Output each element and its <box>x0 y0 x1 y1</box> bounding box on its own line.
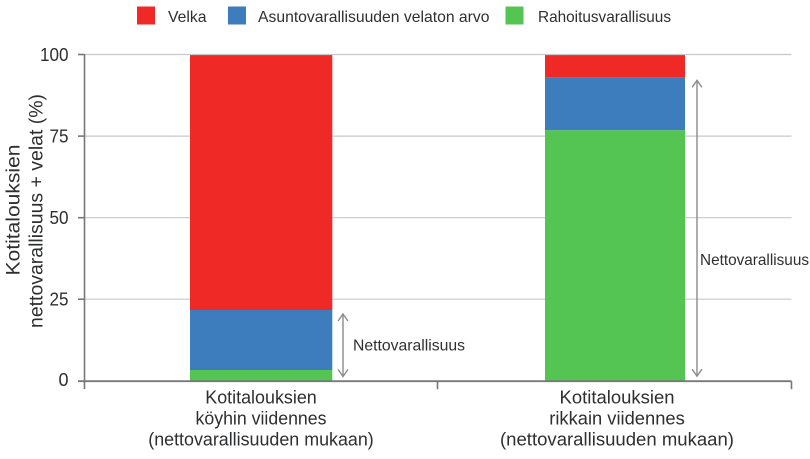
svg-text:25: 25 <box>50 290 69 310</box>
svg-text:(nettovarallisuuden mukaan): (nettovarallisuuden mukaan) <box>148 430 374 450</box>
svg-text:Kotitalouksien: Kotitalouksien <box>4 145 25 276</box>
svg-text:Velka: Velka <box>168 9 207 26</box>
svg-text:nettovarallisuus + velat (%): nettovarallisuus + velat (%) <box>27 94 48 328</box>
svg-text:50: 50 <box>50 208 69 228</box>
svg-text:Kotitalouksien: Kotitalouksien <box>560 387 675 407</box>
svg-text:rikkain viidennes: rikkain viidennes <box>549 409 685 429</box>
svg-text:Asuntovarallisuuden velaton ar: Asuntovarallisuuden velaton arvo <box>258 9 490 26</box>
svg-text:köyhin viidennes: köyhin viidennes <box>196 409 327 429</box>
svg-text:0: 0 <box>58 370 68 390</box>
svg-text:Rahoitusvarallisuus: Rahoitusvarallisuus <box>538 9 671 26</box>
svg-text:100: 100 <box>40 45 69 65</box>
svg-text:Kotitalouksien: Kotitalouksien <box>205 387 317 407</box>
svg-text:Nettovarallisuus: Nettovarallisuus <box>700 252 809 269</box>
svg-text:(nettovarallisuuden mukaan): (nettovarallisuuden mukaan) <box>500 430 734 450</box>
svg-text:75: 75 <box>50 126 69 146</box>
svg-text:Nettovarallisuus: Nettovarallisuus <box>353 337 465 354</box>
